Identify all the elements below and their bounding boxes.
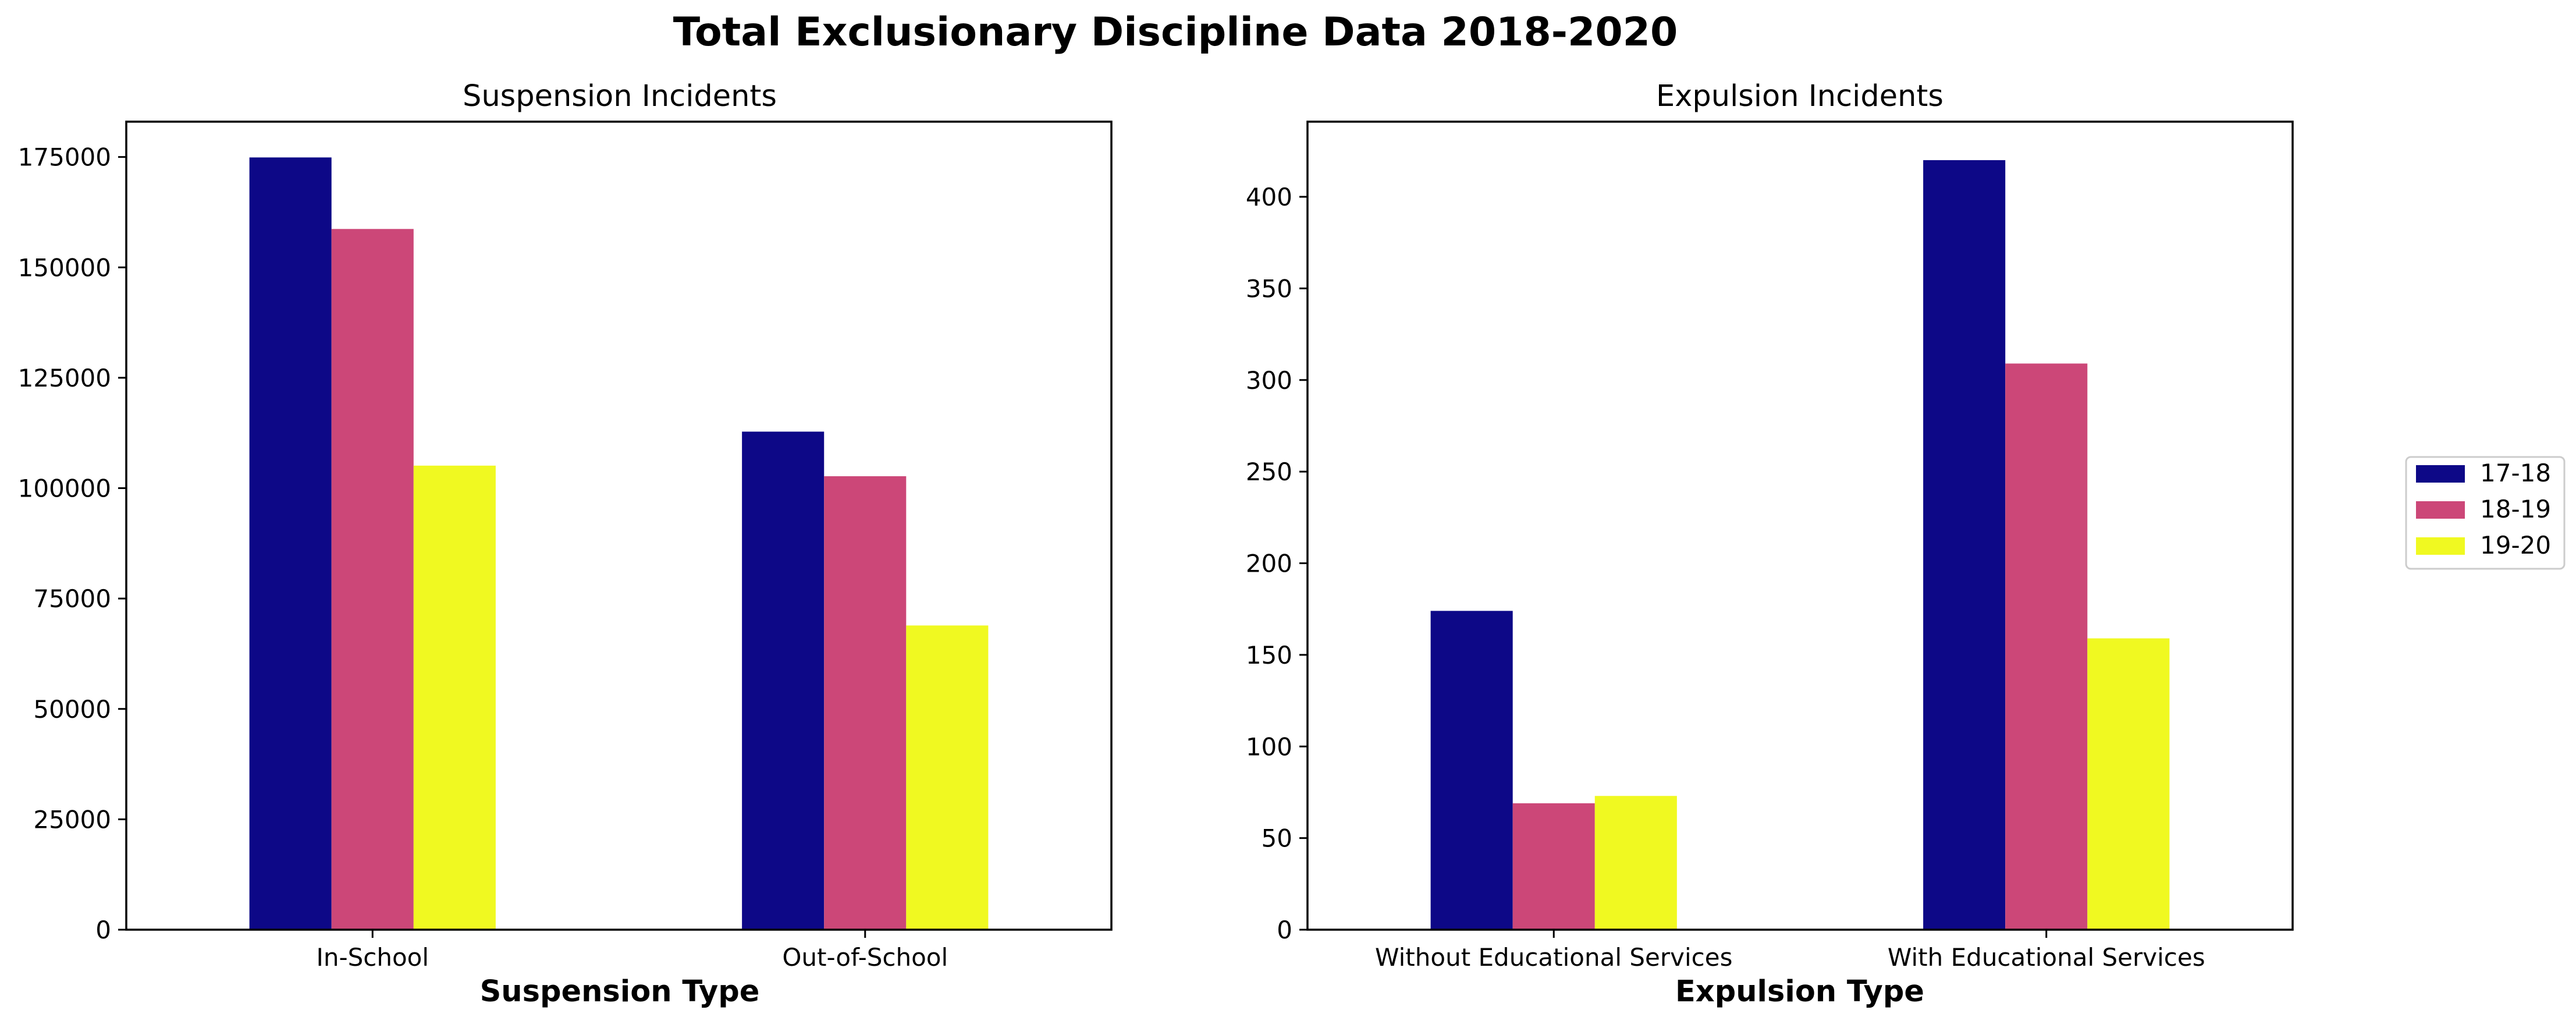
suspension-plot-frame (125, 121, 1113, 931)
expulsion-y-tick-label: 300 (1246, 366, 1292, 395)
suspension-y-tick-label: 0 (95, 916, 111, 944)
suspension-y-tick-label: 25000 (33, 805, 111, 834)
suspension-chart: Suspension Incidents 0 25000 50000 75000 100… (18, 79, 1113, 1009)
expulsion-y-tick-label: 0 (1277, 916, 1292, 944)
suspension-bar-18-19-out-of-school (824, 476, 907, 930)
suspension-y-tick-label: 125000 (18, 364, 111, 392)
suspension-y-axis: 0 25000 50000 75000 100000 125000 150000 175000 (18, 143, 126, 944)
expulsion-y-axis: 0 50 100 150 200 250 300 350 400 (1246, 183, 1307, 944)
expulsion-chart: Expulsion Incidents 0 50 100 150 200 250 300 35… (1246, 79, 2294, 1009)
suspension-y-tick-label: 100000 (18, 474, 111, 503)
suspension-bars (249, 157, 989, 930)
expulsion-y-tick-label: 150 (1246, 641, 1292, 669)
expulsion-bar-18-19-with-educational-services (2005, 363, 2088, 930)
suspension-bar-19-20-out-of-school (906, 625, 989, 930)
expulsion-bar-18-19-without-educational-services (1512, 803, 1595, 930)
suspension-x-tick-label: Out-of-School (782, 943, 948, 972)
expulsion-y-tick-label: 350 (1246, 274, 1292, 303)
suspension-y-tick-label: 175000 (18, 143, 111, 172)
expulsion-bar-17-18-with-educational-services (1923, 160, 2006, 930)
expulsion-y-tick-label: 50 (1262, 824, 1292, 853)
suspension-bar-19-20-in-school (413, 465, 496, 930)
expulsion-bar-19-20-without-educational-services (1594, 796, 1677, 930)
suspension-bar-17-18-in-school (249, 157, 332, 930)
expulsion-plot-frame (1306, 121, 2294, 931)
expulsion-x-axis: Without Educational Services With Educati… (1375, 930, 2205, 972)
suspension-bar-18-19-in-school (331, 229, 414, 930)
suspension-x-axis: In-School Out-of-School (316, 930, 948, 972)
expulsion-bar-17-18-without-educational-services (1430, 611, 1513, 930)
suspension-x-tick-label: In-School (316, 943, 429, 972)
legend-swatch-17-18 (2416, 465, 2465, 483)
legend-label-18-19: 18-19 (2480, 495, 2551, 523)
expulsion-y-tick-label: 100 (1246, 732, 1292, 761)
expulsion-x-axis-label: Expulsion Type (1675, 975, 1924, 1009)
suspension-bar-17-18-out-of-school (742, 431, 825, 930)
figure-title: Total Exclusionary Discipline Data 2018-… (673, 9, 1678, 55)
expulsion-y-tick-label: 200 (1246, 550, 1292, 578)
expulsion-chart-title: Expulsion Incidents (1656, 79, 1943, 114)
legend: 17-18 18-19 19-20 (2405, 456, 2566, 570)
legend-label-19-20: 19-20 (2480, 531, 2551, 559)
expulsion-y-tick-label: 400 (1246, 183, 1292, 211)
expulsion-bars (1430, 160, 2170, 930)
legend-label-17-18: 17-18 (2480, 459, 2551, 487)
legend-swatch-19-20 (2416, 537, 2465, 555)
expulsion-bar-19-20-with-educational-services (2087, 638, 2170, 930)
suspension-y-tick-label: 75000 (33, 584, 111, 613)
suspension-x-axis-label: Suspension Type (480, 975, 760, 1009)
suspension-y-tick-label: 50000 (33, 695, 111, 724)
expulsion-x-tick-label: With Educational Services (1888, 943, 2205, 972)
expulsion-y-tick-label: 250 (1246, 458, 1292, 486)
expulsion-x-tick-label: Without Educational Services (1375, 943, 1732, 972)
suspension-y-tick-label: 150000 (18, 253, 111, 282)
legend-swatch-18-19 (2416, 501, 2465, 519)
suspension-chart-title: Suspension Incidents (463, 79, 777, 114)
